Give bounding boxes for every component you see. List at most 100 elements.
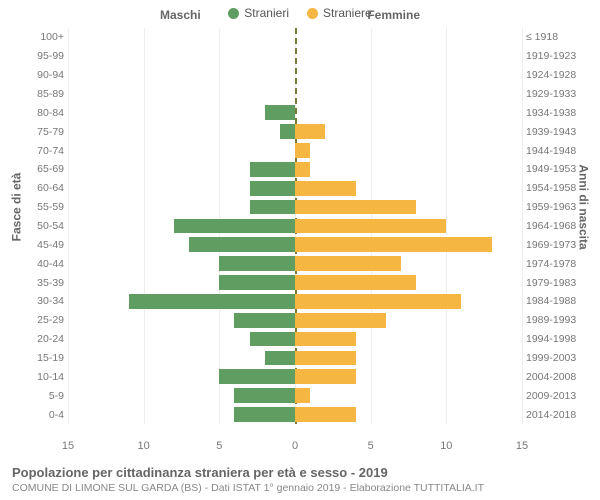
pyramid-row: [68, 47, 522, 66]
ytick-birth: 2009-2013: [526, 391, 576, 402]
side-title-left: Maschi: [160, 8, 201, 22]
ytick-age: 60-64: [37, 183, 64, 194]
bar-female: [295, 143, 310, 158]
pyramid-row: [68, 85, 522, 104]
ytick-birth: 2004-2008: [526, 372, 576, 383]
bar-male: [250, 162, 295, 177]
ytick-age: 0-4: [49, 410, 64, 421]
bar-male: [265, 351, 295, 366]
pyramid-row: [68, 254, 522, 273]
xtick: 5: [368, 440, 374, 452]
bar-male: [219, 369, 295, 384]
ytick-age: 35-39: [37, 278, 64, 289]
ytick-age: 85-89: [37, 89, 64, 100]
ytick-birth: 1974-1978: [526, 259, 576, 270]
pyramid-row: [68, 179, 522, 198]
bar-female: [295, 181, 356, 196]
ytick-birth: 1984-1988: [526, 296, 576, 307]
vaxis-right: Anni di nascita: [576, 164, 590, 249]
legend-dot-male: [228, 8, 239, 19]
ytick-birth: 1939-1943: [526, 127, 576, 138]
ytick-age: 45-49: [37, 240, 64, 251]
ytick-age: 30-34: [37, 296, 64, 307]
pyramid-row: [68, 405, 522, 424]
ytick-age: 55-59: [37, 202, 64, 213]
pyramid-row: [68, 66, 522, 85]
ytick-age: 10-14: [37, 372, 64, 383]
legend-label-female: Straniere: [323, 6, 372, 20]
ytick-birth: 1949-1953: [526, 164, 576, 175]
pyramid-row: [68, 292, 522, 311]
pyramid-row: [68, 311, 522, 330]
bar-female: [295, 369, 356, 384]
ytick-birth: 1994-1998: [526, 334, 576, 345]
ytick-age: 15-19: [37, 353, 64, 364]
ytick-age: 75-79: [37, 127, 64, 138]
ytick-birth: 1969-1973: [526, 240, 576, 251]
ytick-age: 100+: [40, 32, 64, 43]
ytick-birth: 2014-2018: [526, 410, 576, 421]
bar-female: [295, 162, 310, 177]
bar-female: [295, 351, 356, 366]
caption-sub: COMUNE DI LIMONE SUL GARDA (BS) - Dati I…: [12, 482, 588, 494]
ytick-age: 40-44: [37, 259, 64, 270]
bar-female: [295, 313, 386, 328]
pyramid-chart: [68, 28, 522, 424]
gridline: [522, 28, 523, 424]
bar-female: [295, 237, 492, 252]
caption-title: Popolazione per cittadinanza straniera p…: [12, 465, 588, 480]
legend: Stranieri Straniere: [0, 0, 600, 22]
pyramid-row: [68, 386, 522, 405]
pyramid-row: [68, 330, 522, 349]
pyramid-row: [68, 349, 522, 368]
ytick-birth: 1964-1968: [526, 221, 576, 232]
xtick: 10: [138, 440, 150, 452]
bar-male: [265, 105, 295, 120]
pyramid-row: [68, 273, 522, 292]
bar-male: [234, 313, 295, 328]
xtick: 10: [440, 440, 452, 452]
vaxis-left: Fasce di età: [9, 173, 23, 242]
ytick-age: 20-24: [37, 334, 64, 345]
bar-female: [295, 219, 446, 234]
xtick: 15: [516, 440, 528, 452]
xtick: 5: [216, 440, 222, 452]
legend-item-male: Stranieri: [228, 6, 289, 20]
ytick-birth: 1934-1938: [526, 108, 576, 119]
pyramid-row: [68, 367, 522, 386]
bar-female: [295, 332, 356, 347]
legend-label-male: Stranieri: [244, 6, 289, 20]
ytick-age: 95-99: [37, 51, 64, 62]
bar-female: [295, 256, 401, 271]
ytick-age: 80-84: [37, 108, 64, 119]
bar-female: [295, 124, 325, 139]
pyramid-row: [68, 141, 522, 160]
pyramid-row: [68, 28, 522, 47]
ytick-age: 65-69: [37, 164, 64, 175]
ytick-age: 50-54: [37, 221, 64, 232]
bar-female: [295, 200, 416, 215]
ytick-birth: ≤ 1918: [526, 32, 558, 43]
xtick: 15: [62, 440, 74, 452]
caption: Popolazione per cittadinanza straniera p…: [12, 465, 588, 494]
ytick-birth: 1924-1928: [526, 70, 576, 81]
ytick-birth: 1999-2003: [526, 353, 576, 364]
pyramid-row: [68, 103, 522, 122]
pyramid-row: [68, 217, 522, 236]
ytick-birth: 1954-1958: [526, 183, 576, 194]
bar-male: [219, 275, 295, 290]
ytick-birth: 1919-1923: [526, 51, 576, 62]
legend-item-female: Straniere: [307, 6, 372, 20]
ytick-age: 90-94: [37, 70, 64, 81]
ytick-age: 5-9: [49, 391, 64, 402]
ytick-birth: 1959-1963: [526, 202, 576, 213]
ytick-birth: 1979-1983: [526, 278, 576, 289]
bar-female: [295, 294, 461, 309]
pyramid-row: [68, 160, 522, 179]
legend-dot-female: [307, 8, 318, 19]
ytick-birth: 1929-1933: [526, 89, 576, 100]
xtick: 0: [292, 440, 298, 452]
ytick-age: 70-74: [37, 146, 64, 157]
bar-male: [129, 294, 295, 309]
bar-male: [189, 237, 295, 252]
